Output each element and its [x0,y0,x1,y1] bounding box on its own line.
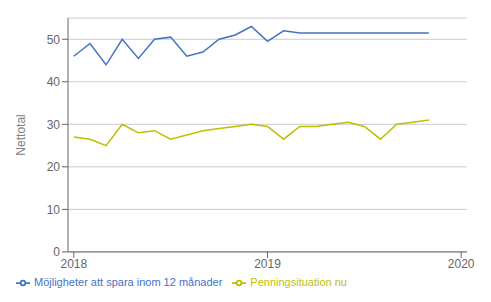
svg-text:2019: 2019 [254,257,281,271]
svg-text:Nettotal: Nettotal [14,114,28,155]
html-text:Möjligheter att spara inom 12: Möjligheter att spara inom 12 månader [34,275,223,288]
svg-text:40: 40 [47,75,61,89]
svg-text:10: 10 [47,203,61,217]
svg-text:2020: 2020 [448,257,475,271]
svg-text:2018: 2018 [60,257,87,271]
svg-text:20: 20 [47,160,61,174]
html-text:Penningsituation nu: Penningsituation nu [250,275,347,288]
svg-text:0: 0 [53,245,60,259]
svg-text:50: 50 [47,33,61,47]
svg-text:30: 30 [47,118,61,132]
